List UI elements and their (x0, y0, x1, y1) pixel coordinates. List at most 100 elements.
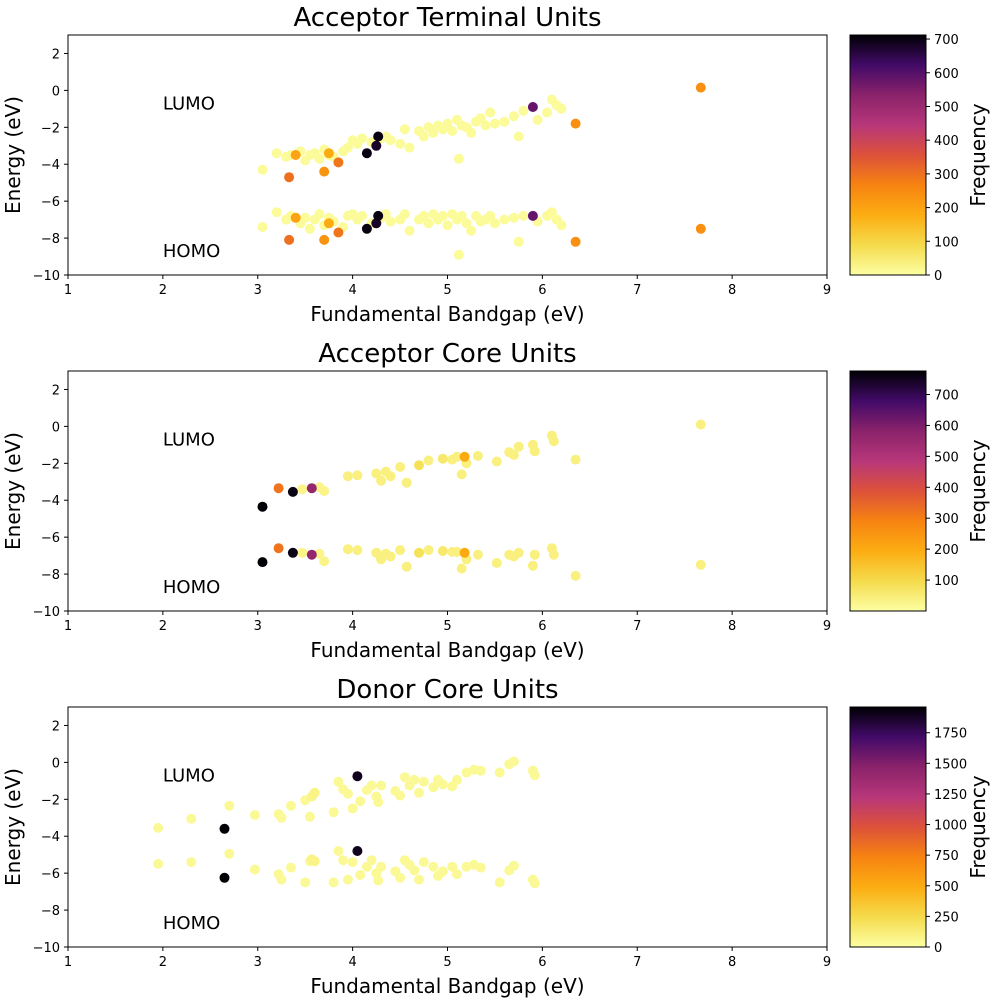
data-point (373, 797, 384, 808)
x-tick-label: 5 (443, 955, 451, 970)
data-point (333, 846, 344, 856)
data-point (475, 862, 486, 873)
data-point (461, 218, 472, 229)
data-point (409, 774, 420, 785)
y-axis-title: Energy (eV) (1, 432, 25, 550)
colorbar-title: Frequency (966, 439, 990, 542)
data-point (352, 846, 363, 856)
data-point (333, 776, 344, 787)
data-point (366, 855, 377, 866)
x-tick-label: 3 (254, 619, 262, 634)
colorbar-tick-label: 250 (934, 910, 959, 925)
colorbar-tick-label: 100 (934, 574, 959, 589)
data-point (314, 153, 325, 164)
data-point (570, 454, 581, 465)
data-point (376, 780, 387, 791)
data-point (423, 455, 434, 466)
data-point (219, 823, 230, 834)
data-point (290, 212, 301, 223)
data-point (153, 822, 164, 833)
data-point (428, 127, 439, 138)
data-point (347, 857, 358, 868)
data-point (518, 105, 529, 116)
x-tick-label: 7 (633, 283, 641, 298)
x-tick-label: 9 (823, 955, 831, 970)
data-point (284, 172, 295, 183)
data-point (529, 878, 540, 889)
data-point (276, 874, 287, 885)
data-point (373, 875, 384, 886)
data-point (423, 545, 434, 556)
data-point (452, 774, 462, 785)
colorbar-gradient (850, 371, 926, 611)
data-point (570, 570, 581, 581)
plot-area-frame (67, 370, 828, 612)
data-point (352, 771, 363, 782)
data-point (452, 451, 462, 462)
data-point (489, 118, 500, 129)
data-point (508, 450, 519, 460)
scatter-points (153, 756, 540, 889)
data-point (527, 210, 538, 221)
colorbar-title: Frequency (966, 103, 990, 206)
data-point (494, 877, 505, 888)
data-point (328, 877, 339, 888)
data-point (546, 207, 557, 218)
data-point (385, 216, 396, 227)
chart-title: Acceptor Core Units (318, 339, 576, 369)
x-tick-label: 6 (538, 283, 546, 298)
data-point (485, 210, 496, 221)
chart-panel-3: Donor Core Units 1 2 3 4 5 6 7 8 9 2 0 −2 −4 −6 −8 −10 Fu… (1, 675, 990, 998)
colorbar-tick-label: 200 (934, 543, 959, 558)
data-point (186, 813, 197, 824)
data-point (304, 223, 315, 234)
x-tick-label: 4 (348, 955, 356, 970)
data-point (442, 220, 453, 231)
colorbar-gradient (850, 35, 926, 275)
data-point (257, 164, 268, 175)
x-tick-label: 6 (538, 955, 546, 970)
data-point (461, 861, 472, 872)
data-point (556, 220, 567, 231)
x-axis-title: Fundamental Bandgap (eV) (310, 302, 584, 326)
colorbar: 0 100 200 300 400 500 600 700 Frequency (849, 33, 990, 284)
data-point (249, 864, 260, 875)
colorbar-tick-label: 0 (934, 941, 942, 956)
colorbar-tick-label: 500 (934, 880, 959, 895)
x-tick-label: 8 (728, 955, 736, 970)
data-point (395, 790, 406, 801)
y-tick-label: −4 (41, 494, 60, 509)
data-point (399, 124, 410, 135)
data-point (461, 767, 472, 778)
data-point (442, 118, 453, 129)
colorbar-tick-label: 1000 (934, 819, 967, 834)
data-point (494, 767, 505, 778)
data-point (286, 800, 296, 811)
colorbar-tick-label: 500 (934, 450, 959, 465)
x-tick-label: 1 (64, 619, 72, 634)
data-point (385, 551, 396, 562)
colorbar-tick-label: 700 (934, 33, 959, 48)
data-point (542, 107, 553, 118)
data-point (257, 222, 268, 232)
data-point (257, 557, 268, 568)
data-point (333, 227, 344, 238)
data-point (529, 549, 540, 560)
data-point (499, 116, 510, 127)
data-point (385, 471, 396, 482)
colorbar-tick-label: 600 (934, 419, 959, 434)
data-point (452, 546, 462, 557)
x-tick-label: 3 (254, 283, 262, 298)
data-point (297, 484, 308, 495)
data-point (273, 543, 284, 554)
data-point (314, 209, 325, 220)
data-point (284, 234, 295, 245)
data-point (527, 560, 538, 571)
data-point (338, 855, 349, 866)
data-point (290, 150, 301, 160)
data-point (257, 501, 268, 512)
data-point (480, 120, 491, 131)
y-tick-label: −2 (41, 121, 60, 136)
data-point (314, 548, 325, 559)
